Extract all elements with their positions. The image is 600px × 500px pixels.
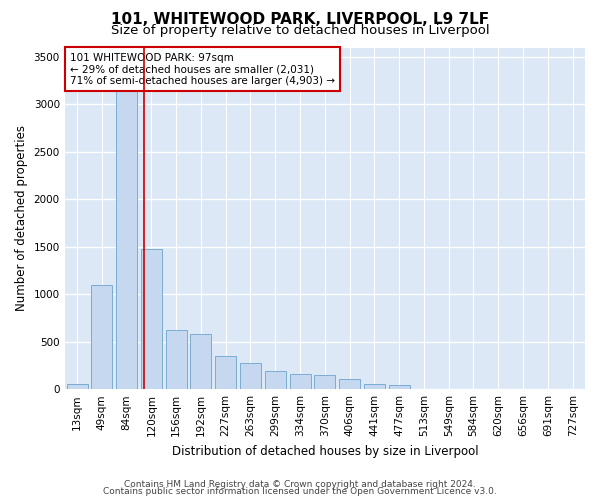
Text: Contains HM Land Registry data © Crown copyright and database right 2024.: Contains HM Land Registry data © Crown c… [124, 480, 476, 489]
Bar [67, 384, 88, 389]
Bar [91, 285, 112, 389]
Bar [116, 80, 137, 389]
Bar [166, 330, 187, 389]
Text: 101 WHITEWOOD PARK: 97sqm
← 29% of detached houses are smaller (2,031)
71% of se: 101 WHITEWOOD PARK: 97sqm ← 29% of detac… [70, 52, 335, 86]
Bar [190, 334, 211, 389]
Text: 101, WHITEWOOD PARK, LIVERPOOL, L9 7LF: 101, WHITEWOOD PARK, LIVERPOOL, L9 7LF [111, 12, 489, 28]
Bar [265, 371, 286, 389]
Bar [389, 386, 410, 389]
Text: Size of property relative to detached houses in Liverpool: Size of property relative to detached ho… [110, 24, 490, 37]
X-axis label: Distribution of detached houses by size in Liverpool: Distribution of detached houses by size … [172, 444, 478, 458]
Bar [215, 356, 236, 389]
Bar [141, 248, 162, 389]
Bar [290, 374, 311, 389]
Text: Contains public sector information licensed under the Open Government Licence v3: Contains public sector information licen… [103, 488, 497, 496]
Bar [339, 378, 360, 389]
Y-axis label: Number of detached properties: Number of detached properties [15, 126, 28, 312]
Bar [240, 362, 261, 389]
Bar [364, 384, 385, 389]
Bar [314, 376, 335, 389]
